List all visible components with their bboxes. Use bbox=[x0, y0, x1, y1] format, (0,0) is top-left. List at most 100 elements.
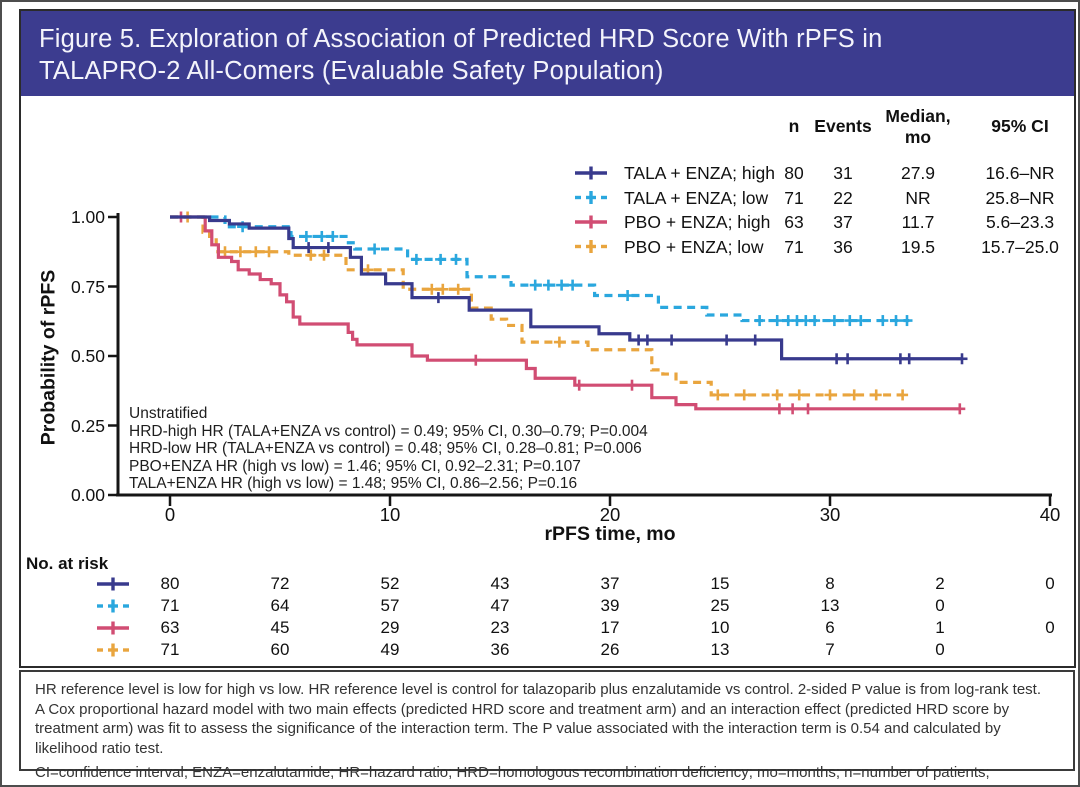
footnote-abbreviations: NR=not reached; PBO=placebo; rPFS=radiog… bbox=[35, 783, 1059, 786]
risk-count: 0 bbox=[1045, 574, 1055, 593]
legend-marker-tala-enza-high bbox=[575, 166, 607, 180]
x-axis-title: rPFS time, mo bbox=[544, 523, 676, 545]
risk-count: 1 bbox=[935, 618, 945, 637]
legend-header-row: n Events Median, mo 95% CI bbox=[562, 106, 1076, 147]
risk-count: 15 bbox=[710, 574, 730, 593]
risk-count: 0 bbox=[935, 596, 945, 615]
legend-events-value: 37 bbox=[833, 212, 853, 232]
annotation-line: HRD-high HR (TALA+ENZA vs control) = 0.4… bbox=[129, 422, 648, 440]
legend-ci-value: 16.6–NR bbox=[985, 163, 1055, 183]
legend-header-ci: 95% CI bbox=[991, 116, 1049, 136]
x-tick-label: 0 bbox=[164, 504, 176, 525]
risk-row-marker bbox=[97, 643, 129, 657]
risk-row-marker bbox=[97, 621, 129, 635]
footnote-line: A Cox proportional hazard model with two… bbox=[35, 700, 1010, 757]
km-curve-pbo-enza-low bbox=[170, 215, 903, 397]
risk-count: 23 bbox=[490, 618, 510, 637]
x-tick-label: 30 bbox=[819, 504, 841, 525]
legend-series-label: TALA + ENZA; low bbox=[624, 187, 769, 208]
y-tick-label: 1.00 bbox=[70, 207, 105, 227]
risk-count: 29 bbox=[380, 618, 400, 637]
legend-events-value: 36 bbox=[833, 236, 853, 257]
risk-count: 17 bbox=[600, 618, 620, 637]
legend-series-label: TALA + ENZA; high bbox=[624, 163, 775, 183]
risk-count: 72 bbox=[270, 574, 290, 593]
legend-median-value: 19.5 bbox=[900, 236, 936, 257]
legend-median-value: 11.7 bbox=[901, 212, 935, 232]
y-tick-label: 0.00 bbox=[70, 485, 105, 505]
risk-count: 45 bbox=[270, 618, 290, 637]
legend-header-median: Median, mo bbox=[885, 105, 951, 147]
risk-count: 36 bbox=[490, 640, 510, 659]
risk-count: 0 bbox=[1045, 618, 1055, 637]
risk-count: 26 bbox=[600, 640, 620, 659]
x-tick-label: 20 bbox=[599, 504, 621, 525]
risk-count: 13 bbox=[820, 596, 840, 615]
risk-count: 39 bbox=[600, 596, 620, 615]
legend-row-pbo-enza-low: PBO + ENZA; low 71 36 19.5 15.7–25.0 bbox=[562, 235, 1076, 260]
footnote-box: HR reference level is low for high vs lo… bbox=[19, 670, 1075, 785]
risk-count: 49 bbox=[380, 640, 400, 659]
risk-count: 25 bbox=[710, 596, 730, 615]
legend-n-value: 71 bbox=[784, 236, 804, 257]
y-tick-label: 0.50 bbox=[70, 346, 105, 366]
legend-header-n: n bbox=[788, 116, 800, 136]
risk-count: 63 bbox=[160, 618, 180, 637]
legend-row-tala-enza-low: TALA + ENZA; low 71 22 NR 25.8–NR bbox=[562, 186, 1076, 211]
legend-header-events: Events bbox=[814, 116, 872, 136]
legend-marker-pbo-enza-high bbox=[575, 215, 607, 229]
x-tick-label: 10 bbox=[379, 504, 401, 525]
legend-median-value: 27.9 bbox=[900, 163, 936, 183]
risk-count: 43 bbox=[490, 574, 510, 593]
risk-count: 60 bbox=[270, 640, 290, 659]
x-tick-label: 40 bbox=[1039, 504, 1061, 525]
legend-marker-tala-enza-low bbox=[575, 191, 607, 204]
figure-panel-border bbox=[19, 9, 1076, 668]
risk-row-marker bbox=[97, 599, 129, 613]
km-curve-pbo-enza-high bbox=[170, 215, 960, 411]
legend-ci-value: 25.8–NR bbox=[985, 187, 1055, 208]
legend-row-pbo-enza-high: PBO + ENZA; high 63 37 11.7 5.6–23.3 bbox=[562, 210, 1076, 235]
km-curve-tala-enza-high bbox=[170, 215, 962, 361]
risk-count: 0 bbox=[935, 640, 945, 659]
risk-count: 2 bbox=[935, 574, 945, 593]
legend-median-value: NR bbox=[905, 187, 931, 208]
risk-count: 47 bbox=[490, 596, 510, 615]
risk-count: 71 bbox=[160, 596, 180, 615]
risk-count: 57 bbox=[380, 596, 400, 615]
risk-count: 6 bbox=[825, 618, 835, 637]
legend-series-label: PBO + ENZA; high bbox=[624, 212, 771, 232]
risk-count: 71 bbox=[160, 640, 180, 659]
hr-annotation-block: Unstratified HRD-high HR (TALA+ENZA vs c… bbox=[129, 405, 648, 493]
annotation-line: TALA+ENZA HR (high vs low) = 1.48; 95% C… bbox=[129, 475, 578, 492]
legend-marker-pbo-enza-low bbox=[575, 240, 607, 253]
risk-count: 64 bbox=[270, 596, 290, 615]
risk-count: 80 bbox=[160, 574, 180, 593]
risk-count: 10 bbox=[710, 618, 730, 637]
footnote-line: HR reference level is low for high vs lo… bbox=[35, 681, 1042, 698]
legend-n-value: 80 bbox=[784, 163, 804, 183]
y-tick-label: 0.75 bbox=[70, 276, 105, 297]
annotation-line: PBO+ENZA HR (high vs low) = 1.46; 95% CI… bbox=[129, 457, 581, 475]
legend-n-value: 71 bbox=[784, 187, 804, 208]
no-at-risk-label: No. at risk bbox=[26, 554, 109, 573]
y-tick-label: 0.25 bbox=[70, 415, 105, 436]
figure-title: Figure 5. Exploration of Association of … bbox=[39, 25, 883, 85]
annotation-line: HRD-low HR (TALA+ENZA vs control) = 0.48… bbox=[129, 440, 642, 457]
legend-n-value: 63 bbox=[784, 212, 804, 232]
risk-count: 37 bbox=[600, 574, 620, 593]
risk-count: 13 bbox=[710, 640, 730, 659]
risk-count: 7 bbox=[825, 640, 835, 659]
legend-events-value: 31 bbox=[833, 163, 853, 183]
figure-title-bar bbox=[21, 11, 1074, 96]
risk-count: 8 bbox=[825, 574, 835, 593]
annotation-line: Unstratified bbox=[129, 405, 208, 422]
legend-ci-value: 15.7–25.0 bbox=[981, 236, 1059, 257]
legend-series-label: PBO + ENZA; low bbox=[624, 236, 764, 257]
risk-count: 52 bbox=[380, 574, 400, 593]
footnote-abbreviations: CI=confidence interval; ENZA=enzalutamid… bbox=[35, 764, 990, 781]
legend-events-value: 22 bbox=[833, 187, 853, 208]
legend-row-tala-enza-high: TALA + ENZA; high 80 31 27.9 16.6–NR bbox=[562, 161, 1076, 186]
km-curve-tala-enza-low bbox=[170, 215, 910, 323]
